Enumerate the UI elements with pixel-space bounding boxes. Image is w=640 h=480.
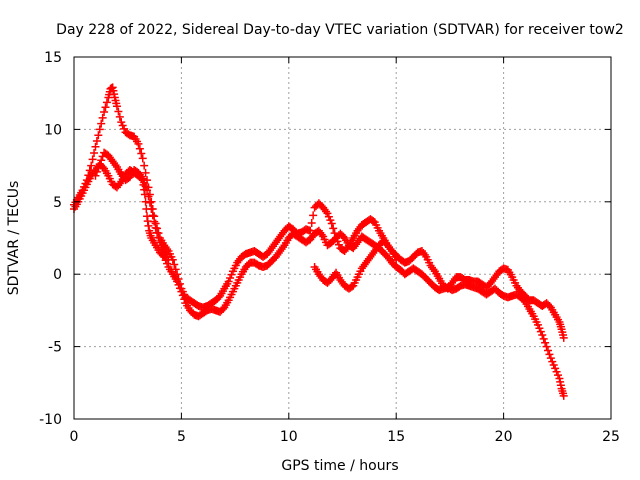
data-point <box>87 161 96 170</box>
data-point <box>85 166 94 175</box>
data-point <box>171 265 180 274</box>
data-point <box>91 171 100 180</box>
plot-frame <box>73 56 612 420</box>
data-point <box>95 125 104 134</box>
data-point <box>138 154 147 163</box>
data-point <box>88 155 97 164</box>
x-axis-label: GPS time / hours <box>281 458 398 474</box>
data-point <box>101 103 110 112</box>
data-point <box>175 279 184 288</box>
data-points <box>70 83 568 400</box>
data-point <box>144 192 153 201</box>
data-point <box>539 334 548 343</box>
data-point <box>141 168 150 177</box>
data-point <box>559 333 568 342</box>
data-point <box>545 350 554 359</box>
data-point <box>164 255 173 264</box>
data-point <box>95 160 104 169</box>
x-tick-label: 0 <box>70 429 79 445</box>
data-point <box>148 211 157 220</box>
x-tick-label: 20 <box>495 429 513 445</box>
y-tick-label: 0 <box>53 267 62 283</box>
data-point <box>137 149 146 158</box>
data-point <box>392 255 401 264</box>
data-point <box>134 139 143 148</box>
data-point <box>147 205 156 214</box>
y-tick-label: 15 <box>44 50 62 66</box>
data-point <box>154 233 163 242</box>
data-point <box>542 342 551 351</box>
data-point <box>135 144 144 153</box>
data-point <box>170 260 179 269</box>
grid <box>74 57 611 419</box>
data-point <box>94 164 103 173</box>
data-point <box>94 131 103 140</box>
data-point <box>115 112 124 121</box>
data-point <box>82 176 91 185</box>
data-point <box>97 156 106 165</box>
data-point <box>151 223 160 232</box>
data-point <box>543 346 552 355</box>
data-point <box>150 217 159 226</box>
data-point <box>309 211 318 220</box>
data-point <box>92 136 101 145</box>
data-point <box>147 197 156 206</box>
data-point <box>138 174 147 183</box>
data-point <box>173 270 182 279</box>
y-tick-label: -10 <box>39 412 62 428</box>
y-axis-label: SDTVAR / TECUs <box>6 181 22 296</box>
x-tick-label: 15 <box>387 429 405 445</box>
y-tick-label: -5 <box>48 340 62 356</box>
data-point <box>140 178 149 187</box>
data-point <box>90 149 99 158</box>
x-tick-label: 25 <box>602 429 620 445</box>
data-point <box>114 107 123 116</box>
data-point <box>174 275 183 284</box>
data-point <box>98 113 107 122</box>
data-point <box>538 331 547 340</box>
chart-title: Day 228 of 2022, Sidereal Day-to-day VTE… <box>56 22 624 38</box>
data-point <box>102 98 111 107</box>
data-point <box>141 182 150 191</box>
data-point <box>541 338 550 347</box>
data-point <box>145 198 154 207</box>
data-point <box>97 119 106 128</box>
data-point <box>91 142 100 151</box>
data-point <box>112 102 121 111</box>
y-tick-label: 5 <box>53 195 62 211</box>
data-point <box>153 228 162 237</box>
data-point <box>140 161 149 170</box>
data-point <box>330 229 339 238</box>
x-tick-label: 10 <box>280 429 298 445</box>
data-point <box>327 219 336 228</box>
data-point <box>306 226 315 235</box>
x-tick-label: 5 <box>177 429 186 445</box>
data-point <box>307 219 316 228</box>
data-point <box>92 167 101 176</box>
y-tick-label: 10 <box>44 122 62 138</box>
data-point <box>100 108 109 117</box>
data-point <box>143 186 152 195</box>
data-point <box>84 171 93 180</box>
axis-ticks: 0 5 10 15 20 25 -10 -5 0 5 10 15 <box>39 50 620 445</box>
data-point <box>329 224 338 233</box>
data-point <box>559 391 568 400</box>
